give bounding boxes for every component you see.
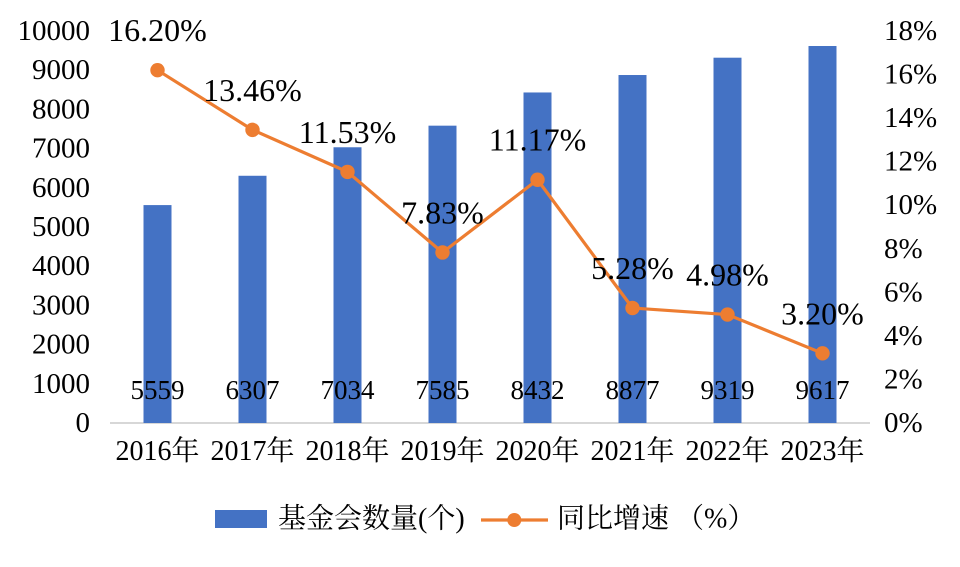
svg-text:9319: 9319 xyxy=(701,375,755,405)
svg-text:16.20%: 16.20% xyxy=(108,12,207,48)
svg-text:8000: 8000 xyxy=(32,93,90,125)
svg-text:9000: 9000 xyxy=(32,54,90,86)
svg-text:11.17%: 11.17% xyxy=(489,122,586,158)
svg-text:16%: 16% xyxy=(884,59,937,91)
svg-text:8432: 8432 xyxy=(511,375,565,405)
svg-text:12%: 12% xyxy=(884,146,937,178)
svg-text:2023年: 2023年 xyxy=(780,435,864,467)
svg-text:2000: 2000 xyxy=(32,329,90,361)
svg-text:同比增速 （%）: 同比增速 （%） xyxy=(557,503,755,535)
svg-text:6000: 6000 xyxy=(32,172,90,204)
svg-text:基金会数量(个): 基金会数量(个) xyxy=(278,503,465,535)
svg-text:7034: 7034 xyxy=(321,375,376,405)
svg-text:7585: 7585 xyxy=(416,375,470,405)
svg-text:5559: 5559 xyxy=(131,375,185,405)
svg-text:14%: 14% xyxy=(884,102,937,134)
svg-text:2019年: 2019年 xyxy=(400,435,484,467)
svg-text:0: 0 xyxy=(76,407,91,439)
svg-text:2018年: 2018年 xyxy=(305,435,389,467)
svg-text:6%: 6% xyxy=(884,276,923,308)
svg-text:8877: 8877 xyxy=(606,375,660,405)
svg-text:4%: 4% xyxy=(884,320,923,352)
svg-text:2%: 2% xyxy=(884,363,923,395)
svg-text:8%: 8% xyxy=(884,233,923,265)
svg-text:2016年: 2016年 xyxy=(115,435,199,467)
svg-text:7.83%: 7.83% xyxy=(401,194,484,230)
svg-text:13.46%: 13.46% xyxy=(203,72,302,108)
svg-text:18%: 18% xyxy=(884,15,937,47)
svg-text:4.98%: 4.98% xyxy=(686,257,769,293)
svg-text:0%: 0% xyxy=(884,407,923,439)
svg-text:9617: 9617 xyxy=(796,375,850,405)
svg-text:2021年: 2021年 xyxy=(590,435,674,467)
svg-text:4000: 4000 xyxy=(32,250,90,282)
svg-text:2017年: 2017年 xyxy=(210,435,294,467)
svg-text:10%: 10% xyxy=(884,189,937,221)
svg-text:5.28%: 5.28% xyxy=(591,250,674,286)
svg-text:11.53%: 11.53% xyxy=(299,114,396,150)
svg-text:1000: 1000 xyxy=(32,368,90,400)
svg-text:3.20%: 3.20% xyxy=(781,295,864,331)
svg-text:7000: 7000 xyxy=(32,133,90,165)
svg-text:2022年: 2022年 xyxy=(685,435,769,467)
svg-text:2020年: 2020年 xyxy=(495,435,579,467)
svg-text:5000: 5000 xyxy=(32,211,90,243)
svg-text:6307: 6307 xyxy=(226,375,280,405)
svg-text:10000: 10000 xyxy=(18,15,91,47)
svg-text:3000: 3000 xyxy=(32,289,90,321)
